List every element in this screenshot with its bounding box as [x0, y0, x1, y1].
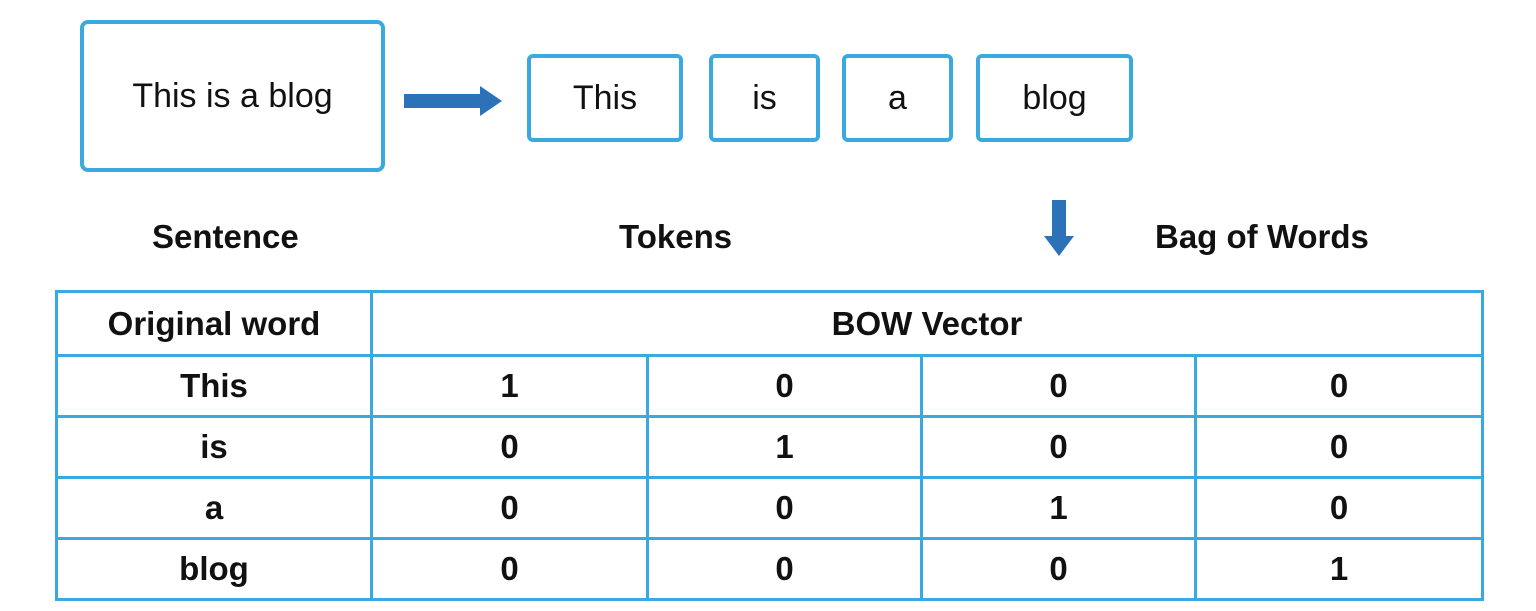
- vector-cell: 0: [1193, 354, 1485, 418]
- vector-cell: 0: [646, 354, 923, 418]
- table-row: blog 0 0 0 1: [55, 537, 1485, 601]
- vector-cell: 0: [646, 537, 923, 601]
- token-box-is: is: [709, 54, 820, 142]
- token-box-this: This: [527, 54, 683, 142]
- token-text: blog: [1022, 78, 1087, 117]
- row-word: blog: [55, 537, 373, 601]
- row-word: is: [55, 415, 373, 479]
- table-header-row: Original word BOW Vector: [55, 290, 1485, 357]
- sentence-caption: Sentence: [152, 218, 299, 255]
- vector-cell: 0: [646, 476, 923, 540]
- sentence-box: This is a blog: [80, 20, 385, 172]
- vector-cell: 0: [370, 415, 649, 479]
- vector-cell: 0: [1193, 476, 1485, 540]
- row-word: This: [55, 354, 373, 418]
- vector-cell: 0: [920, 354, 1197, 418]
- vector-cell: 0: [370, 476, 649, 540]
- sentence-text: This is a blog: [132, 76, 333, 115]
- token-text: This: [572, 78, 638, 117]
- table-row: is 0 1 0 0: [55, 415, 1485, 479]
- table-row: a 0 0 1 0: [55, 476, 1485, 540]
- bag-of-words-caption: Bag of Words: [1155, 218, 1369, 255]
- token-text: is: [752, 78, 777, 117]
- vector-cell: 0: [1193, 415, 1485, 479]
- token-text: a: [888, 78, 907, 117]
- vector-cell: 1: [370, 354, 649, 418]
- vector-cell: 0: [920, 415, 1197, 479]
- tokens-caption: Tokens: [619, 218, 733, 255]
- token-box-blog: blog: [976, 54, 1133, 142]
- vector-cell: 0: [920, 537, 1197, 601]
- header-original-word: Original word: [55, 290, 373, 357]
- header-bow-vector: BOW Vector: [369, 290, 1485, 357]
- vector-cell: 1: [646, 415, 923, 479]
- table-row: This 1 0 0 0: [55, 354, 1485, 418]
- vector-cell: 1: [920, 476, 1197, 540]
- arrow-right-icon: [404, 86, 502, 116]
- vector-cell: 1: [1193, 537, 1485, 601]
- arrow-down-icon: [1044, 200, 1074, 256]
- bow-table: Original word BOW Vector This 1 0 0 0 is…: [55, 290, 1485, 601]
- vector-cell: 0: [370, 537, 649, 601]
- row-word: a: [55, 476, 373, 540]
- token-box-a: a: [842, 54, 953, 142]
